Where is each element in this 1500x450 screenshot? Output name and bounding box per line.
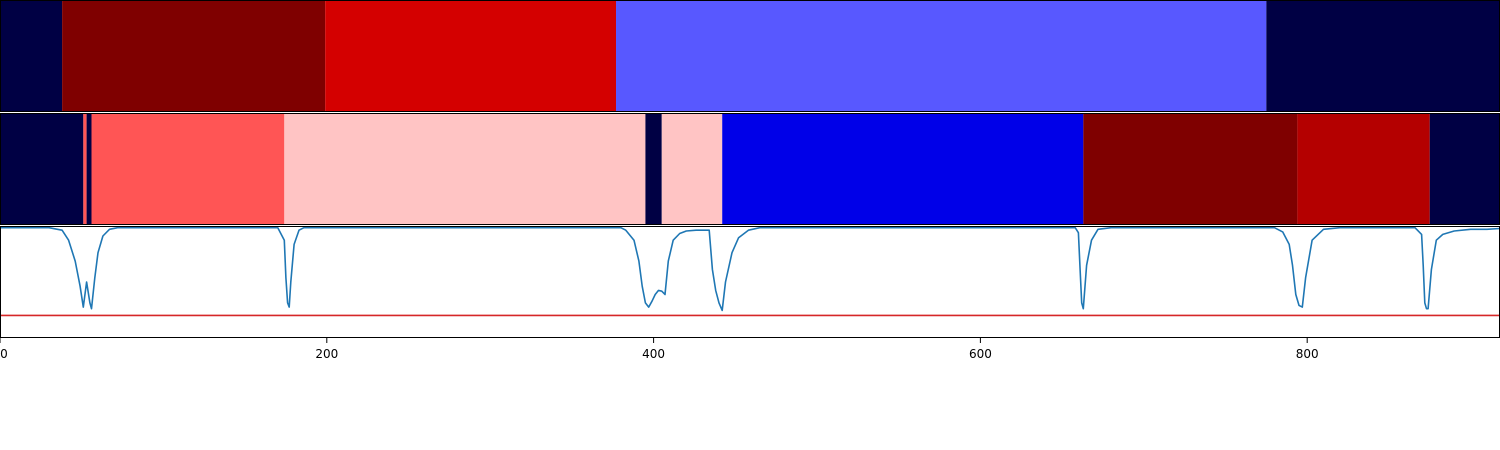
segment-1-4 <box>284 113 646 225</box>
segment-1-3 <box>91 113 285 225</box>
segment-1-1 <box>83 113 87 225</box>
x-axis: 0 200 400 600 800 <box>0 338 1319 361</box>
segment-row-middle <box>0 113 1500 225</box>
segment-0-2 <box>325 0 617 112</box>
segment-row-top <box>0 0 1500 112</box>
x-tick-label-400: 400 <box>642 347 665 361</box>
segment-0-1 <box>62 0 326 112</box>
x-tick-label-800: 800 <box>1296 347 1319 361</box>
segment-1-9 <box>1297 113 1430 225</box>
series-line-0 <box>0 226 1500 312</box>
segment-0-3 <box>616 0 1267 112</box>
segment-1-7 <box>722 113 1084 225</box>
x-tick-label-600: 600 <box>969 347 992 361</box>
segment-0-4 <box>1266 0 1500 112</box>
segment-1-2 <box>86 113 92 225</box>
line-panel-bg <box>0 226 1500 338</box>
segment-1-0 <box>0 113 84 225</box>
segment-1-5 <box>645 113 662 225</box>
segment-1-6 <box>661 113 723 225</box>
segment-1-8 <box>1083 113 1298 225</box>
segment-1-10 <box>1429 113 1500 225</box>
segment-0-0 <box>0 0 63 112</box>
line-panel <box>0 226 1500 338</box>
x-tick-label-200: 200 <box>315 347 338 361</box>
x-tick-label-0: 0 <box>0 347 8 361</box>
